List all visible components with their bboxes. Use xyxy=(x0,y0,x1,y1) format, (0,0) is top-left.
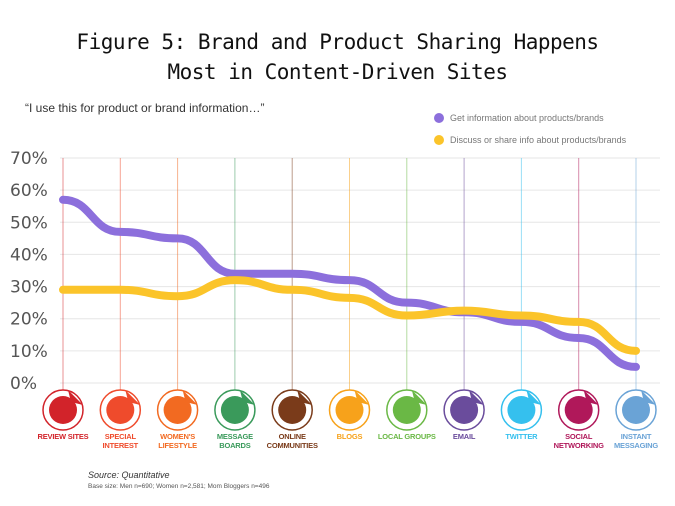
category-badge-fold xyxy=(469,390,485,405)
category-badge-icon xyxy=(392,396,421,424)
y-tick-label: 10% xyxy=(10,342,48,362)
category-label: Email xyxy=(452,432,476,441)
category-badge-fold xyxy=(641,390,656,405)
y-tick-label: 0% xyxy=(10,374,37,394)
category-badge-icon xyxy=(220,396,249,424)
category-label: Local Groups xyxy=(377,432,436,441)
category-badge-fold xyxy=(526,390,542,405)
category-badge-fold xyxy=(583,390,599,405)
quote-subtitle: “I use this for product or brand informa… xyxy=(25,101,265,115)
y-tick-label: 50% xyxy=(10,213,48,233)
category-label: Social Networking xyxy=(553,432,604,450)
category-badge-fold xyxy=(354,390,370,405)
category-badge-icon xyxy=(507,396,536,424)
y-tick-label: 30% xyxy=(10,278,48,298)
category-badge-fold xyxy=(411,390,427,405)
category-badge-icon xyxy=(335,396,364,424)
category-label: Special Interest xyxy=(102,432,139,450)
legend-label: Get information about products/brands xyxy=(450,113,604,123)
category-badge-icon xyxy=(622,396,650,424)
category-badge-fold xyxy=(297,390,313,405)
category-badge-fold xyxy=(125,390,141,405)
source-note: Source: Quantitative xyxy=(88,470,170,480)
title-line-2: Most in Content-Driven Sites xyxy=(167,60,508,84)
category-badge-fold xyxy=(182,390,198,405)
category-label: Blogs xyxy=(336,432,363,441)
legend-swatch xyxy=(434,113,444,123)
category-badge-fold xyxy=(239,390,255,405)
legend-swatch xyxy=(434,135,444,145)
y-tick-label: 70% xyxy=(10,149,48,169)
y-tick-label: 60% xyxy=(10,181,48,201)
category-badge-icon xyxy=(450,396,479,424)
category-label: Twitter xyxy=(505,432,538,441)
category-badge-icon xyxy=(49,396,77,424)
category-label: Women's Lifestyle xyxy=(158,432,197,450)
category-badge-icon xyxy=(163,396,192,424)
y-tick-label: 40% xyxy=(10,245,48,265)
category-label: Instant Messaging xyxy=(613,432,659,450)
title-line-1: Figure 5: Brand and Product Sharing Happ… xyxy=(76,30,599,54)
category-badge-icon xyxy=(278,396,307,424)
category-badge-icon xyxy=(564,396,593,424)
base-size-note: Base size: Men n=690; Women n=2,581; Mom… xyxy=(88,483,270,490)
category-label: Review Sites xyxy=(37,432,89,441)
legend-item-get-info: Get information about products/brands xyxy=(434,113,604,123)
category-label: Online Communities xyxy=(266,432,318,450)
category-label: Message Boards xyxy=(216,432,253,450)
legend-label: Discuss or share info about products/bra… xyxy=(450,135,627,145)
legend-item-discuss: Discuss or share info about products/bra… xyxy=(434,135,626,145)
y-tick-label: 20% xyxy=(10,310,48,330)
category-badge-icon xyxy=(106,396,135,424)
category-badge-fold xyxy=(68,390,83,405)
